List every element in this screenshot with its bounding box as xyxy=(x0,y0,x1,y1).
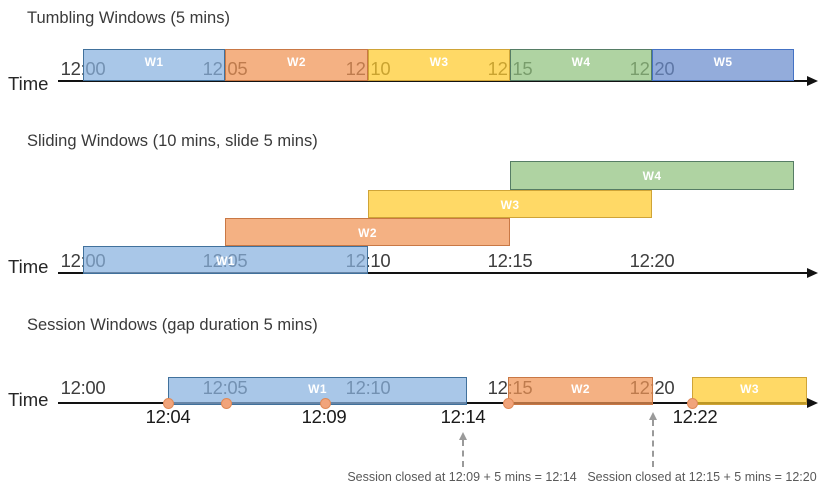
sliding-time-axis-label: Time xyxy=(8,256,49,277)
sliding-window-w4: W4 xyxy=(510,161,794,190)
sliding-tick-1220: 12:20 xyxy=(629,250,675,271)
tumbling-window-w3-label: W3 xyxy=(429,55,449,69)
session-event-dot-1 xyxy=(162,397,174,409)
session-tick-1200: 12:00 xyxy=(60,377,106,398)
session-window-w3: W3 xyxy=(692,377,807,405)
session-event-dot-3 xyxy=(319,397,331,409)
tumbling-window-w2-label: W2 xyxy=(287,55,306,69)
sliding-window-w2-label: W2 xyxy=(358,226,377,240)
tumbling-axis-arrowhead-icon xyxy=(807,75,818,86)
sliding-tick-1215: 12:15 xyxy=(487,250,533,271)
tumbling-window-w2: W2 xyxy=(225,49,368,81)
sliding-window-w4-label: W4 xyxy=(642,169,662,183)
sliding-section-title: Sliding Windows (10 mins, slide 5 mins) xyxy=(27,132,318,150)
session-window-w1-label: W1 xyxy=(308,382,327,396)
session-event-dot-2 xyxy=(220,397,232,409)
session-time-axis-label: Time xyxy=(8,389,49,410)
session-event-time-1214: 12:14 xyxy=(440,406,486,427)
tumbling-window-w4: W4 xyxy=(510,49,652,81)
session-window-w3-label: W3 xyxy=(740,382,759,396)
tumbling-window-w5-label: W5 xyxy=(713,55,733,69)
sliding-window-w1-label: W1 xyxy=(216,254,235,268)
session-event-time-1204: 12:04 xyxy=(145,406,191,427)
session-event-dot-4 xyxy=(502,397,514,409)
tumbling-section-title: Tumbling Windows (5 mins) xyxy=(27,9,230,27)
tumbling-window-w5: W5 xyxy=(652,49,794,81)
session-close-arrow-right-icon xyxy=(652,420,654,467)
session-close-arrow-right-head-icon xyxy=(648,412,657,420)
tumbling-window-w3: W3 xyxy=(368,49,510,81)
tumbling-time-axis xyxy=(58,80,810,82)
session-event-time-1209: 12:09 xyxy=(301,406,347,427)
session-window-w2: W2 xyxy=(508,377,653,405)
session-event-dot-5 xyxy=(686,397,698,409)
session-axis-arrowhead-icon xyxy=(807,397,818,408)
session-annotation-right: Session closed at 12:15 + 5 mins = 12:20 xyxy=(587,470,817,484)
tumbling-window-w4-label: W4 xyxy=(571,55,591,69)
tumbling-window-w1-label: W1 xyxy=(144,55,164,69)
session-close-arrow-left-head-icon xyxy=(458,432,467,440)
session-window-w2-label: W2 xyxy=(571,382,590,396)
sliding-axis-arrowhead-icon xyxy=(807,267,818,278)
session-annotation-left: Session closed at 12:09 + 5 mins = 12:14 xyxy=(347,470,577,484)
sliding-window-w2: W2 xyxy=(225,218,510,246)
session-close-arrow-left-icon xyxy=(462,440,464,467)
sliding-window-w3: W3 xyxy=(368,190,652,218)
session-event-time-1222: 12:22 xyxy=(672,406,718,427)
tumbling-window-w1: W1 xyxy=(83,49,225,81)
sliding-window-w3-label: W3 xyxy=(500,198,520,212)
sliding-window-w1: W1 xyxy=(83,246,368,274)
session-window-w1: W1 xyxy=(168,377,467,405)
tumbling-time-axis-label: Time xyxy=(8,73,49,94)
session-section-title: Session Windows (gap duration 5 mins) xyxy=(27,316,318,334)
sliding-time-axis xyxy=(58,272,810,274)
